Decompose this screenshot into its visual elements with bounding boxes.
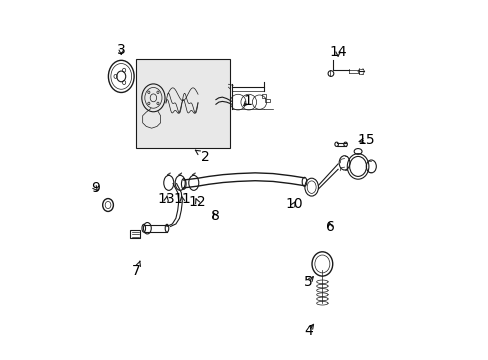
Text: 15: 15 [356,133,374,147]
Bar [261,94,265,98]
Text: 9: 9 [91,181,100,195]
Text: 7: 7 [132,261,141,278]
Text: 3: 3 [117,42,125,57]
Text: 12: 12 [188,195,206,209]
Bar [135,59,230,148]
Text: 5: 5 [304,275,313,289]
Text: 4: 4 [304,324,313,338]
Bar [130,230,140,238]
Text: 14: 14 [328,45,346,59]
Bar [264,99,269,102]
Text: 6: 6 [325,220,334,234]
Text: 11: 11 [173,192,190,206]
Text: 8: 8 [210,210,219,224]
Text: 10: 10 [285,197,302,211]
Text: 13: 13 [158,192,175,206]
Text: 2: 2 [195,150,209,164]
Text: 1: 1 [243,94,252,108]
